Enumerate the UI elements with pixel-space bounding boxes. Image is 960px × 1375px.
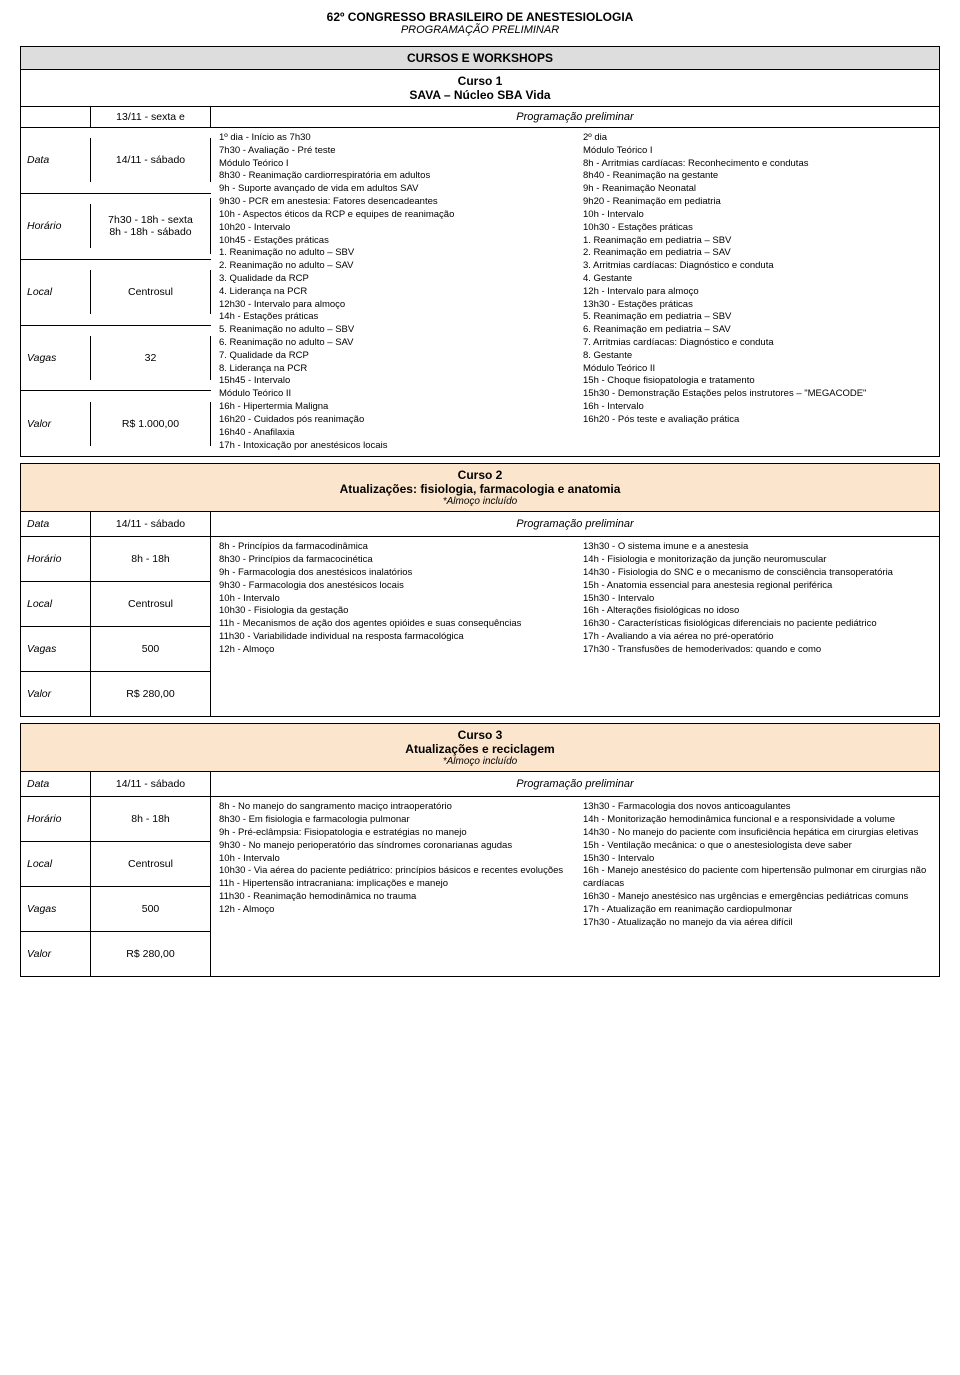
course-3-content-right: 13h30 - Farmacologia dos novos anticoagu… [575, 797, 939, 976]
course-3-body: Horário 8h - 18h Local Centrosul Vagas 5… [20, 797, 940, 977]
course-1-top-date-row: 13/11 - sexta e Programação preliminar [20, 107, 940, 128]
course-1-data-row: Data 14/11 - sábado [21, 128, 211, 194]
label-horario: Horário [21, 797, 91, 841]
course-2-valor-row: Valor R$ 280,00 [21, 672, 211, 716]
course-2-data: 14/11 - sábado [91, 512, 211, 536]
course-2-content-left: 8h - Princípios da farmacodinâmica 8h30 … [211, 537, 575, 716]
blank-label [21, 107, 91, 127]
course-3-prelim: Programação preliminar [211, 772, 939, 796]
course-2-body: Horário 8h - 18h Local Centrosul Vagas 5… [20, 537, 940, 717]
course-3-vagas-row: Vagas 500 [21, 887, 211, 932]
course-2-subtext: *Almoço incluído [25, 496, 935, 507]
course-1-vagas-row: Vagas 32 [21, 326, 211, 392]
course-1-title-line1: Curso 1 [25, 74, 935, 88]
course-3-horario-row: Horário 8h - 18h [21, 797, 211, 842]
course-3-title: Curso 3 Atualizações e reciclagem *Almoç… [20, 723, 940, 772]
course-1-vagas: 32 [91, 336, 211, 380]
course-3-info: Horário 8h - 18h Local Centrosul Vagas 5… [21, 797, 211, 976]
course-2-info: Horário 8h - 18h Local Centrosul Vagas 5… [21, 537, 211, 716]
course-2-title: Curso 2 Atualizações: fisiologia, farmac… [20, 463, 940, 512]
course-3-title-line2: Atualizações e reciclagem [25, 742, 935, 756]
course-2-vagas-row: Vagas 500 [21, 627, 211, 672]
course-2-title-line1: Curso 2 [25, 468, 935, 482]
course-2-local: Centrosul [91, 582, 211, 626]
label-valor: Valor [21, 672, 91, 716]
course-3-subtext: *Almoço incluído [25, 756, 935, 767]
label-local: Local [21, 842, 91, 886]
course-1-title-line2: SAVA – Núcleo SBA Vida [25, 88, 935, 102]
course-3-valor-row: Valor R$ 280,00 [21, 932, 211, 976]
course-2: Curso 2 Atualizações: fisiologia, farmac… [20, 463, 940, 717]
label-local: Local [21, 582, 91, 626]
course-2-horario-row: Horário 8h - 18h [21, 537, 211, 582]
course-3-horario: 8h - 18h [91, 797, 211, 841]
label-data: Data [21, 772, 91, 796]
label-vagas: Vagas [21, 336, 91, 380]
course-1-valor-row: Valor R$ 1.000,00 [21, 391, 211, 456]
course-1-content-right: 2º dia Módulo Teórico I 8h - Arritmias c… [575, 128, 939, 456]
course-3-content: 8h - No manejo do sangramento maciço int… [211, 797, 939, 976]
label-data: Data [21, 138, 91, 182]
course-2-title-line2: Atualizações: fisiologia, farmacologia e… [25, 482, 935, 496]
course-1-horario: 7h30 - 18h - sexta 8h - 18h - sábado [91, 198, 211, 254]
course-1: Curso 1 SAVA – Núcleo SBA Vida 13/11 - s… [20, 70, 940, 457]
course-3-local-row: Local Centrosul [21, 842, 211, 887]
course-3-data: 14/11 - sábado [91, 772, 211, 796]
label-horario: Horário [21, 537, 91, 581]
label-local: Local [21, 270, 91, 314]
course-2-data-row: Data 14/11 - sábado Programação prelimin… [20, 512, 940, 537]
course-3-title-line1: Curso 3 [25, 728, 935, 742]
course-2-local-row: Local Centrosul [21, 582, 211, 627]
course-2-content: 8h - Princípios da farmacodinâmica 8h30 … [211, 537, 939, 716]
course-1-info: Data 14/11 - sábado Horário 7h30 - 18h -… [21, 128, 211, 456]
course-3-valor: R$ 280,00 [91, 932, 211, 976]
course-1-valor: R$ 1.000,00 [91, 402, 211, 446]
course-3: Curso 3 Atualizações e reciclagem *Almoç… [20, 723, 940, 977]
course-3-vagas: 500 [91, 887, 211, 931]
course-1-date-top: 13/11 - sexta e [91, 107, 211, 127]
course-1-local: Centrosul [91, 270, 211, 314]
course-2-valor: R$ 280,00 [91, 672, 211, 716]
label-vagas: Vagas [21, 627, 91, 671]
course-3-local: Centrosul [91, 842, 211, 886]
course-3-content-left: 8h - No manejo do sangramento maciço int… [211, 797, 575, 976]
label-valor: Valor [21, 932, 91, 976]
course-1-body: Data 14/11 - sábado Horário 7h30 - 18h -… [20, 128, 940, 457]
page-title: 62º CONGRESSO BRASILEIRO DE ANESTESIOLOG… [20, 10, 940, 24]
label-data: Data [21, 512, 91, 536]
course-1-title: Curso 1 SAVA – Núcleo SBA Vida [20, 70, 940, 107]
label-horario: Horário [21, 204, 91, 248]
course-2-prelim: Programação preliminar [211, 512, 939, 536]
course-2-vagas: 500 [91, 627, 211, 671]
course-1-local-row: Local Centrosul [21, 260, 211, 326]
course-1-content: 1º dia - Início as 7h30 7h30 - Avaliação… [211, 128, 939, 456]
course-1-data: 14/11 - sábado [91, 138, 211, 182]
course-1-horario-row: Horário 7h30 - 18h - sexta 8h - 18h - sá… [21, 194, 211, 260]
page-subtitle: PROGRAMAÇÃO PRELIMINAR [20, 24, 940, 36]
course-1-prelim: Programação preliminar [211, 107, 939, 127]
label-valor: Valor [21, 402, 91, 446]
course-2-horario: 8h - 18h [91, 537, 211, 581]
course-2-content-right: 13h30 - O sistema imune e a anestesia 14… [575, 537, 939, 716]
section-header: CURSOS E WORKSHOPS [20, 46, 940, 70]
course-3-data-row: Data 14/11 - sábado Programação prelimin… [20, 772, 940, 797]
label-vagas: Vagas [21, 887, 91, 931]
course-1-content-left: 1º dia - Início as 7h30 7h30 - Avaliação… [211, 128, 575, 456]
